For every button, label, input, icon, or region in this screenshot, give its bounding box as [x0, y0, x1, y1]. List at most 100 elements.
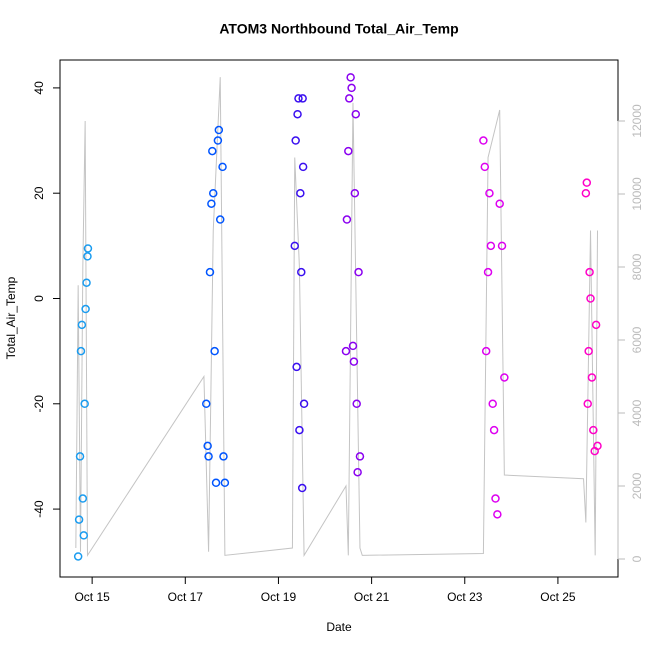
point [215, 215, 225, 224]
point [214, 125, 224, 135]
point [583, 399, 592, 409]
x-tick-label: Oct 25 [540, 590, 576, 604]
point [75, 452, 85, 461]
point [489, 425, 499, 435]
point [497, 241, 507, 251]
point [293, 109, 302, 119]
point [78, 494, 88, 503]
point [586, 294, 595, 303]
y-tick-label: -20 [32, 395, 46, 413]
y-axis-label: Total_Air_Temp [4, 276, 18, 359]
point [297, 483, 307, 493]
point [82, 278, 91, 287]
point [344, 146, 353, 156]
point [299, 399, 309, 409]
point [298, 94, 307, 103]
point [211, 478, 221, 488]
point [77, 320, 87, 330]
point [587, 373, 597, 382]
point [207, 199, 216, 208]
point [294, 94, 303, 103]
point [591, 320, 601, 330]
y2-tick-label: 6000 [630, 326, 644, 353]
point [485, 188, 494, 198]
plot-frame [59, 59, 619, 578]
point [80, 399, 89, 409]
point [208, 188, 218, 198]
point [585, 267, 594, 277]
point [581, 188, 591, 198]
point [218, 162, 227, 172]
point [589, 425, 598, 435]
point [493, 510, 502, 519]
y-tick-label: -40 [32, 500, 46, 518]
x-tick-label: Oct 23 [447, 590, 483, 604]
point [73, 552, 83, 561]
line [75, 77, 599, 558]
x-tick-label: Oct 15 [74, 590, 110, 604]
point [351, 109, 361, 119]
point [584, 346, 593, 356]
point [342, 215, 352, 224]
point [347, 83, 356, 93]
point [355, 452, 365, 461]
point [76, 346, 86, 356]
point [83, 244, 93, 253]
point [204, 452, 213, 461]
y2-tick-label: 4000 [630, 399, 644, 426]
point [83, 252, 92, 261]
point [219, 452, 228, 461]
y2-tick-label: 10000 [630, 177, 644, 211]
point [202, 399, 211, 409]
point [79, 531, 89, 540]
point [500, 373, 509, 382]
point [354, 267, 363, 277]
point [291, 136, 300, 145]
point [297, 267, 306, 277]
point [296, 188, 305, 198]
point [480, 162, 490, 172]
point [81, 304, 90, 314]
point [348, 341, 358, 351]
point [479, 136, 488, 145]
point [481, 346, 491, 356]
point [349, 357, 359, 366]
point [593, 441, 602, 451]
point [205, 267, 215, 277]
y-tick-label: 40 [32, 81, 46, 95]
y2-tick-label: 8000 [630, 253, 644, 280]
point [483, 267, 493, 277]
point [352, 399, 361, 409]
y2-tick-label: 2000 [630, 472, 644, 499]
x-axis-label: Date [326, 620, 352, 634]
point [350, 188, 360, 198]
y-tick-label: 0 [32, 295, 46, 302]
point [220, 478, 230, 488]
point [353, 467, 362, 477]
y-tick-label: 20 [32, 186, 46, 200]
point [208, 146, 217, 156]
point [488, 399, 497, 409]
point [341, 346, 351, 356]
x-tick-label: Oct 17 [168, 590, 204, 604]
point [298, 162, 308, 172]
point [203, 441, 212, 451]
chart-title: ATOM3 Northbound Total_Air_Temp [219, 21, 458, 37]
point [346, 73, 355, 82]
point [295, 425, 304, 435]
y2-tick-label: 0 [630, 555, 644, 562]
y2-tick-label: 12000 [630, 104, 644, 138]
point [213, 136, 223, 145]
point [290, 241, 300, 251]
point [344, 94, 354, 103]
point [486, 241, 496, 251]
point [582, 178, 592, 187]
point [292, 362, 301, 372]
point [210, 346, 219, 356]
point [491, 494, 500, 503]
x-tick-label: Oct 21 [354, 590, 390, 604]
point [74, 515, 84, 524]
x-tick-label: Oct 19 [261, 590, 297, 604]
point [495, 199, 504, 208]
